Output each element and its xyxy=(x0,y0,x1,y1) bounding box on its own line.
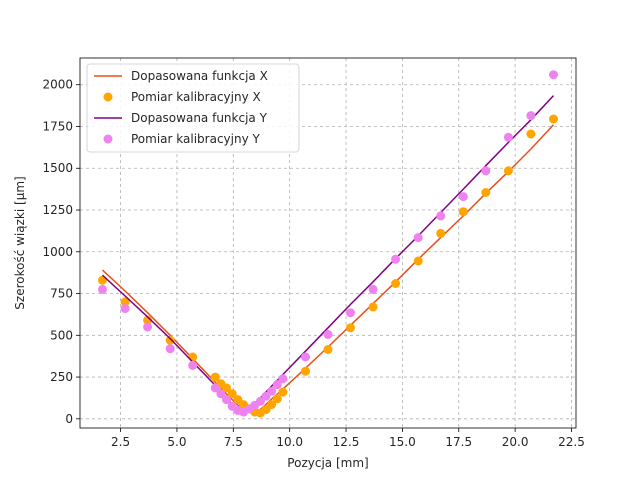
data-point-3 xyxy=(188,360,198,370)
data-point-3 xyxy=(391,254,401,264)
x-tick-label: 5.0 xyxy=(167,435,186,449)
y-tick-label: 250 xyxy=(50,370,73,384)
legend-entry: Pomiar kalibracyjny Y xyxy=(131,132,260,146)
data-point-1 xyxy=(391,279,401,288)
data-point-3 xyxy=(503,132,513,142)
y-tick-label: 750 xyxy=(50,287,73,301)
data-point-1 xyxy=(98,275,107,285)
data-point-3 xyxy=(301,352,310,362)
data-point-1 xyxy=(503,166,513,176)
legend-box xyxy=(86,63,300,153)
y-tick-label: 1500 xyxy=(42,161,73,175)
x-tick-label: 7.5 xyxy=(224,435,243,449)
data-point-3 xyxy=(526,111,536,121)
x-tick-label: 17.5 xyxy=(445,435,472,449)
data-point-1 xyxy=(323,345,333,354)
data-point-3 xyxy=(120,304,130,314)
legend-marker-swatch xyxy=(103,134,113,144)
x-axis-label: Pozycja [mm] xyxy=(287,456,368,470)
data-point-1 xyxy=(346,323,355,333)
y-tick-label: 1250 xyxy=(42,203,73,217)
data-point-3 xyxy=(272,380,282,390)
data-point-1 xyxy=(267,400,277,410)
x-axis: 2.5 5.0 7.5 10.0 12.5 15.0 17.5 20.0 22.5 xyxy=(111,428,585,449)
data-point-1 xyxy=(210,372,220,382)
data-point-3 xyxy=(222,395,231,405)
legend-marker-swatch xyxy=(103,92,113,102)
series-line-0 xyxy=(101,124,555,413)
data-point-3 xyxy=(143,322,153,332)
legend: Dopasowana funkcja X Pomiar kalibracyjny … xyxy=(86,63,300,153)
x-tick-label: 2.5 xyxy=(111,435,130,449)
data-point-3 xyxy=(549,70,558,80)
data-point-3 xyxy=(481,166,491,176)
data-point-1 xyxy=(222,383,231,393)
plot-area xyxy=(98,70,558,418)
data-point-1 xyxy=(458,207,468,217)
data-point-1 xyxy=(188,352,198,362)
data-point-3 xyxy=(278,374,288,384)
x-tick-label: 15.0 xyxy=(389,435,416,449)
data-point-1 xyxy=(526,129,536,139)
data-point-3 xyxy=(346,308,355,318)
axes-frame xyxy=(79,57,577,429)
legend-entry: Dopasowana funkcja Y xyxy=(131,111,268,125)
data-point-3 xyxy=(413,233,423,243)
data-point-1 xyxy=(227,389,237,399)
data-point-3 xyxy=(165,344,175,354)
x-tick-label: 20.0 xyxy=(502,435,529,449)
data-point-1 xyxy=(278,387,288,397)
legend-entry: Pomiar kalibracyjny X xyxy=(131,90,261,104)
data-point-3 xyxy=(210,383,220,393)
data-point-3 xyxy=(323,330,333,339)
data-point-3 xyxy=(436,211,446,221)
y-axis-label: Szerokość wiązki [μm] xyxy=(13,176,27,309)
data-point-3 xyxy=(98,284,107,294)
data-point-3 xyxy=(458,192,468,202)
data-point-1 xyxy=(368,302,378,312)
data-point-1 xyxy=(120,297,130,307)
data-point-1 xyxy=(549,114,558,124)
data-point-1 xyxy=(436,228,446,238)
data-point-1 xyxy=(272,394,282,404)
x-tick-label: 22.5 xyxy=(558,435,585,449)
y-tick-label: 2000 xyxy=(42,78,73,92)
data-point-1 xyxy=(301,366,310,376)
y-axis: 0 250 500 750 1000 1250 1500 1750 2000 xyxy=(42,78,80,426)
y-tick-label: 1000 xyxy=(42,245,73,259)
y-tick-label: 1750 xyxy=(42,119,73,133)
data-point-1 xyxy=(413,256,423,266)
data-point-3 xyxy=(267,386,277,396)
legend-entry: Dopasowana funkcja X xyxy=(131,69,268,83)
y-tick-label: 0 xyxy=(65,412,73,426)
data-point-3 xyxy=(368,284,378,294)
x-tick-label: 12.5 xyxy=(333,435,360,449)
data-point-1 xyxy=(165,335,175,345)
data-point-3 xyxy=(216,389,226,399)
data-point-1 xyxy=(481,188,491,197)
y-tick-label: 500 xyxy=(50,328,73,342)
x-tick-label: 10.0 xyxy=(276,435,303,449)
